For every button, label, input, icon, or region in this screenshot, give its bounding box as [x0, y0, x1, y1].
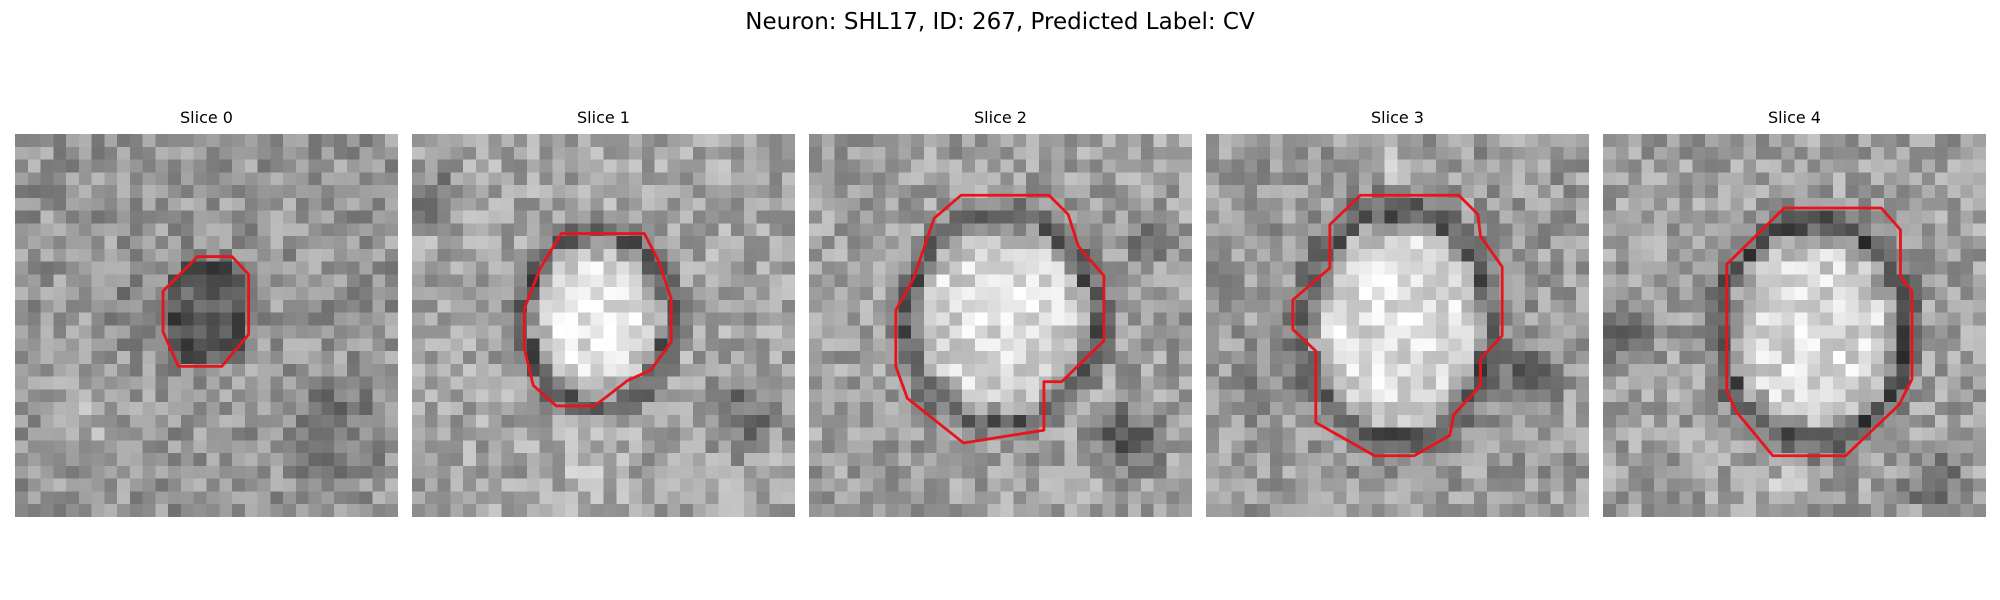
slice-image-2	[809, 134, 1192, 517]
contour-outline-2	[894, 193, 1106, 445]
slice-panel-2: Slice 2	[809, 108, 1192, 517]
slice-image-0	[15, 134, 398, 517]
slice-image-4	[1603, 134, 1986, 517]
contour-outline-1	[522, 232, 673, 408]
slice-panel-4: Slice 4	[1603, 108, 1986, 517]
slice-panel-3: Slice 3	[1206, 108, 1589, 517]
slice-title-1: Slice 1	[577, 108, 630, 127]
slice-image-3	[1206, 134, 1589, 517]
contour-outline-0	[161, 255, 251, 368]
contour-outline-3	[1291, 193, 1504, 458]
slice-title-0: Slice 0	[180, 108, 233, 127]
slice-panel-0: Slice 0	[15, 108, 398, 517]
slice-image-1	[412, 134, 795, 517]
slice-title-4: Slice 4	[1768, 108, 1821, 127]
contour-outline-4	[1725, 206, 1914, 458]
slice-title-3: Slice 3	[1371, 108, 1424, 127]
figure-title: Neuron: SHL17, ID: 267, Predicted Label:…	[745, 9, 1255, 35]
slice-title-2: Slice 2	[974, 108, 1027, 127]
slice-panel-1: Slice 1	[412, 108, 795, 517]
